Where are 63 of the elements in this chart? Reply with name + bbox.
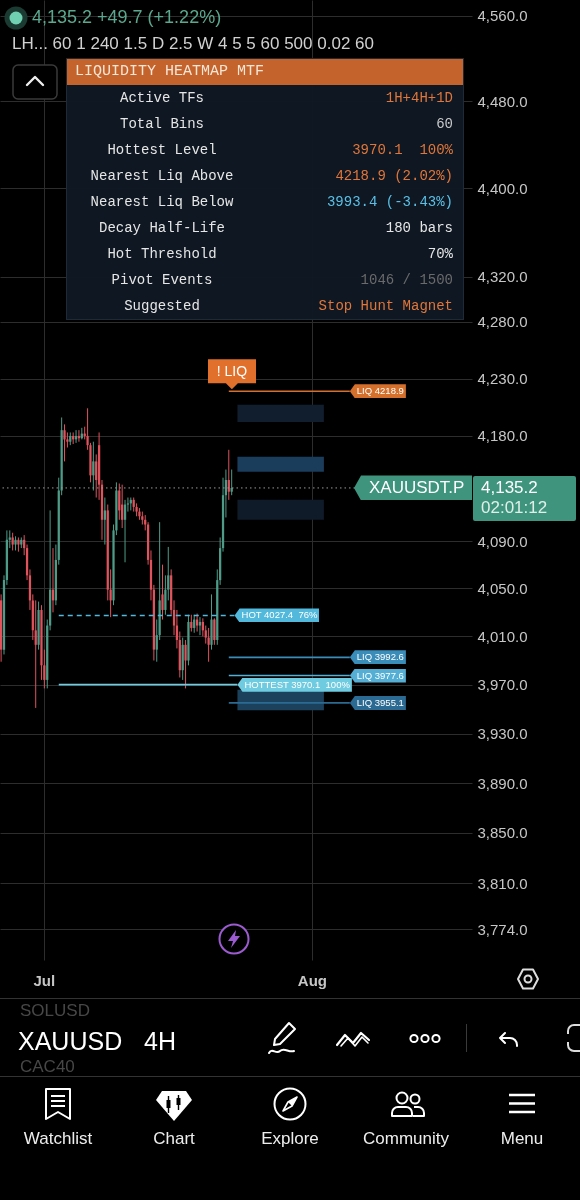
- annotation: 4,135.2 +49.7 (+1.22%): [32, 7, 222, 28]
- y-tick-label: 4,090.0: [477, 532, 528, 550]
- y-tick-label: 3,970.0: [477, 676, 528, 694]
- y-tick-label: 4,480.0: [477, 92, 528, 110]
- annotation: 4218.9 (2.02%): [334, 167, 454, 186]
- annotation: LH... 60 1 240 1.5 D 2.5 W 4 5 5 60 500 0.02 60: [12, 34, 374, 54]
- annotation: Stop Hunt Magnet: [317, 297, 454, 316]
- y-tick-label: 4,050.0: [477, 579, 528, 597]
- candlestick: [34, 599, 37, 709]
- x-tick-label: Jul: [33, 971, 56, 989]
- annotation: Total Bins: [119, 115, 205, 134]
- annotation: Hottest Level: [106, 141, 218, 160]
- y-tick-label: 3,930.0: [477, 725, 528, 743]
- annotation: Active TFs: [119, 89, 205, 108]
- y-tick-label: 3,890.0: [477, 774, 528, 792]
- series-label: HOT 4027.4 76%: [234, 608, 320, 623]
- candlestick: [207, 627, 210, 663]
- annotation: Decay Half-Life: [98, 219, 226, 238]
- annotation: ! LIQ: [207, 359, 257, 390]
- annotation: Nearest Liq Below: [89, 193, 235, 212]
- y-tick-label: 4,230.0: [477, 370, 528, 388]
- annotation: 60: [435, 115, 454, 134]
- text: Community: [363, 1129, 449, 1149]
- candlestick: [103, 497, 106, 546]
- ref-line-label: XAUUSDT.P: [354, 475, 473, 501]
- y-tick-label: 4,320.0: [477, 268, 528, 286]
- y-tick-label: 3,850.0: [477, 824, 528, 842]
- text: Explore: [261, 1129, 319, 1149]
- text: CAC40: [20, 1057, 75, 1077]
- annotation: Nearest Liq Above: [89, 167, 235, 186]
- text: 02:01:12: [481, 497, 549, 518]
- annotation: Hot Threshold: [106, 245, 218, 264]
- text: 4,135.2: [481, 477, 539, 498]
- series-label: LIQ 3955.1: [349, 695, 406, 710]
- series-label: LIQ 4218.9: [349, 384, 406, 399]
- candlestick: [213, 617, 216, 646]
- y-tick-label: 4,280.0: [477, 313, 528, 331]
- y-tick-label: 3,810.0: [477, 874, 528, 892]
- series-label: LIQ 3977.6: [349, 668, 406, 683]
- series-label: HOTTEST 3970.1 100%: [237, 677, 352, 692]
- annotation: 3993.4 (-3.43%): [325, 193, 454, 212]
- series-label: LIQ 3992.6: [349, 650, 406, 665]
- annotation: 1046 / 1500: [359, 271, 454, 290]
- annotation: 70%: [426, 245, 454, 264]
- text: Menu: [500, 1129, 544, 1149]
- annotation: 3970.1 100%: [351, 141, 454, 160]
- annotation: 1H+4H+1D: [384, 89, 454, 108]
- y-tick-label: 4,180.0: [477, 427, 528, 445]
- x-tick-label: Aug: [297, 971, 327, 989]
- text: SOLUSD: [20, 1001, 90, 1021]
- candlestick: [92, 441, 95, 492]
- text: Watchlist: [23, 1129, 93, 1149]
- y-tick-label: 3,774.0: [477, 920, 528, 938]
- text: Chart: [153, 1129, 195, 1149]
- y-tick-label: 4,010.0: [477, 627, 528, 645]
- annotation: Pivot Events: [110, 271, 214, 290]
- text: 4H: [144, 1027, 176, 1056]
- annotation: Suggested: [123, 297, 201, 316]
- y-tick-label: 4,400.0: [477, 179, 528, 197]
- text: LIQUIDITY HEATMAP MTF: [67, 59, 463, 85]
- y-tick-label: 4,560.0: [477, 7, 528, 25]
- annotation: 180 bars: [384, 219, 454, 238]
- text: XAUUSD: [18, 1027, 123, 1056]
